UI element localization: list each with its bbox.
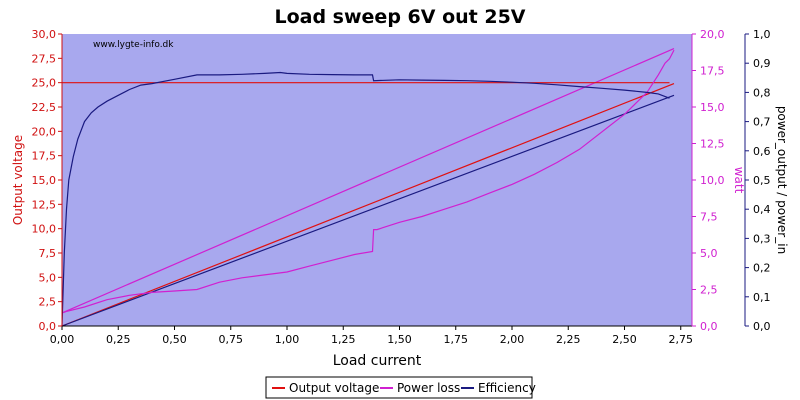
x-tick-label: 0,00 (50, 333, 75, 346)
y-right1-tick-label: 20,0 (700, 28, 725, 41)
y-right2-tick-label: 0,5 (753, 174, 771, 187)
watermark: www.lygte-info.dk (93, 40, 174, 50)
y-left-tick-label: 0,0 (39, 320, 57, 333)
y-right1-tick-label: 2,5 (700, 284, 718, 297)
y-left-tick-label: 5,0 (39, 271, 57, 284)
efficiency-reference-line-2 (61, 94, 675, 327)
plot-area (62, 34, 692, 326)
legend-label-efficiency: Efficiency (478, 381, 536, 395)
x-axis-title: Load current (333, 353, 422, 369)
y-left-tick-label: 10,0 (32, 223, 57, 236)
y-right1-tick-label: 7,5 (700, 211, 718, 224)
y-left-tick-label: 7,5 (39, 247, 57, 260)
output-voltage-reference-line-1 (61, 83, 675, 327)
y-right1-tick-label: 17,5 (700, 65, 725, 78)
y-right1-tick-label: 12,5 (700, 138, 725, 151)
legend-label-power-loss: Power loss (397, 381, 460, 395)
y-right2-tick-label: 0,6 (753, 145, 771, 158)
x-tick-label: 1,00 (275, 333, 300, 346)
x-tick-label: 1,50 (387, 333, 412, 346)
y-right2-tick-label: 0,0 (753, 320, 771, 333)
x-tick-label: 0,50 (162, 333, 187, 346)
y-right2-tick-label: 0,8 (753, 86, 771, 99)
y-right2-tick-label: 0,9 (753, 57, 771, 70)
x-tick-label: 2,00 (500, 333, 525, 346)
x-tick-label: 2,75 (669, 333, 694, 346)
y-left-tick-label: 15,0 (32, 174, 57, 187)
legend-box (265, 376, 533, 399)
legend: Output voltage Power loss Efficiency (265, 376, 536, 399)
y-left-tick-label: 2,5 (39, 296, 57, 309)
x-tick-label: 0,25 (106, 333, 131, 346)
y-right1-tick-label: 10,0 (700, 174, 725, 187)
y-right2-axis-title: power_output / power_in (775, 106, 789, 254)
y-right1-tick-label: 0,0 (700, 320, 718, 333)
x-tick-label: 1,75 (444, 333, 469, 346)
power-loss-reference-line-0 (61, 48, 675, 314)
x-tick-label: 2,50 (612, 333, 637, 346)
series-line-efficiency (61, 71, 670, 327)
y-right1-axis-title: watt (732, 167, 746, 194)
x-tick-label: 0,75 (219, 333, 244, 346)
y-right2-tick-label: 0,1 (753, 291, 771, 304)
y-left-tick-label: 25,0 (32, 77, 57, 90)
y-left-tick-label: 27,5 (32, 52, 57, 65)
y-left-tick-label: 20,0 (32, 125, 57, 138)
y-left-tick-label: 17,5 (32, 150, 57, 163)
chart-title: Load sweep 6V out 25V (274, 6, 525, 28)
y-right2-tick-label: 0,2 (753, 262, 771, 275)
y-right2-tick-label: 1,0 (753, 28, 771, 41)
y-right1-tick-label: 5,0 (700, 247, 718, 260)
y-left-tick-label: 12,5 (32, 198, 57, 211)
y-left-tick-label: 30,0 (32, 28, 57, 41)
y-left-axis-title: Output voltage (11, 135, 25, 225)
legend-label-output-voltage: Output voltage (289, 381, 379, 395)
y-right1-tick-label: 15,0 (700, 101, 725, 114)
x-tick-label: 2,25 (556, 333, 581, 346)
y-right2-tick-label: 0,3 (753, 232, 771, 245)
y-left-tick-label: 22,5 (32, 101, 57, 114)
axes-layer: 0,00 0,25 0,50 0,75 1,00 1,25 1,50 1,75 2,00 2,25… (32, 28, 771, 346)
series-line-power-loss (61, 49, 675, 314)
y-right2-tick-label: 0,4 (753, 203, 771, 216)
x-tick-label: 1,25 (331, 333, 356, 346)
y-right2-tick-label: 0,7 (753, 116, 771, 129)
